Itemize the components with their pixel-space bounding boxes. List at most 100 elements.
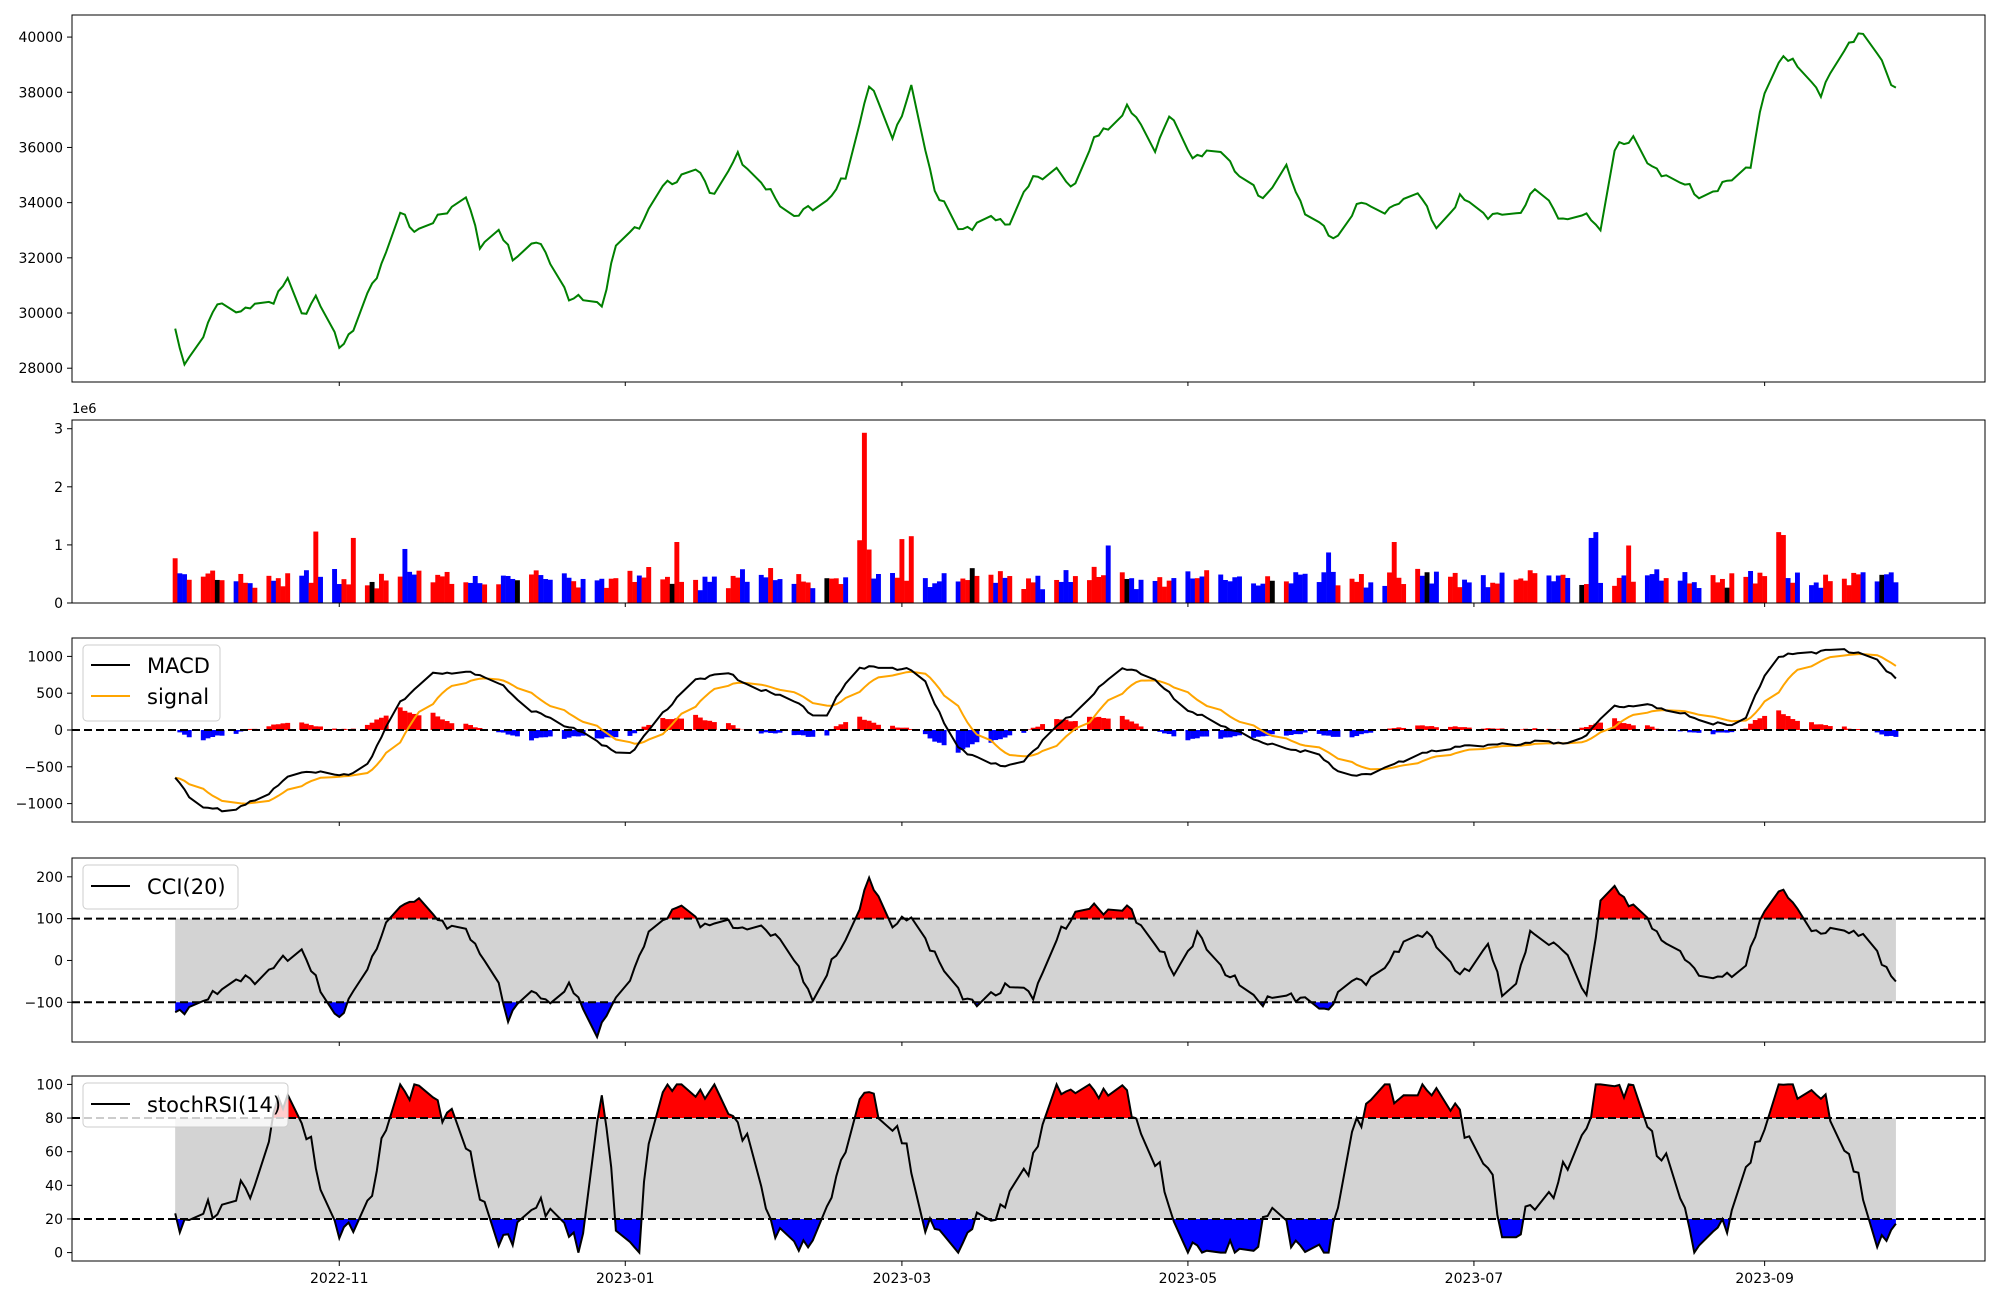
volume-bar (1415, 568, 1421, 603)
y-tick-label: 40000 (18, 30, 63, 46)
volume-bar (1499, 572, 1505, 603)
volume-bar (1588, 537, 1594, 603)
volume-bar (1752, 583, 1758, 603)
volume-bar (1518, 578, 1524, 603)
macd-histogram-bar (416, 715, 422, 730)
volume-bar (1677, 580, 1683, 603)
macd-histogram-bar (1518, 729, 1524, 730)
volume-bar (364, 585, 370, 603)
y-tick-label: 60 (45, 1145, 63, 1161)
volume-bar (702, 576, 708, 603)
macd-histogram-bar (1433, 727, 1439, 730)
cci-overbought-fill (389, 898, 437, 919)
volume-bar (955, 581, 961, 603)
volume-bar (791, 583, 797, 603)
volume-bar (1809, 585, 1814, 603)
macd-histogram-bar (1255, 730, 1261, 737)
macd-histogram-bar (932, 730, 938, 742)
x-tick-label: 2023-09 (1735, 1271, 1794, 1287)
macd-histogram-bar (1794, 720, 1800, 730)
volume-bar (974, 575, 980, 603)
volume-bar (1293, 572, 1299, 603)
macd-histogram-bar (800, 730, 806, 736)
volume-bar (308, 582, 314, 603)
macd-histogram-bar (1302, 730, 1308, 733)
volume-bar (1485, 587, 1491, 603)
volume-bar (580, 578, 586, 603)
volume-bar (561, 573, 567, 603)
macd-histogram-bar (641, 726, 647, 730)
volume-bar (1846, 585, 1852, 603)
macd-histogram-bar (1780, 714, 1786, 730)
macd-panel: −1000 −500 0 500 1000 MACD signal (16, 637, 1986, 826)
macd-histogram-bar (514, 730, 520, 737)
macd-histogram-bar (332, 728, 338, 730)
macd-histogram-bar (875, 724, 881, 730)
cci-oversold-fill (1311, 1002, 1334, 1010)
macd-histogram-bar (838, 724, 844, 730)
volume-bar (1860, 572, 1866, 603)
y-tick-label: 20 (45, 1212, 63, 1228)
macd-histogram-bar (411, 713, 417, 730)
macd-histogram-bar (1729, 730, 1735, 733)
volume-bar (533, 570, 539, 603)
volume-bar (1255, 585, 1261, 603)
macd-histogram-bar (500, 730, 506, 733)
macd-histogram-bar (955, 730, 961, 753)
volume-bar (1893, 582, 1899, 603)
y-tick-label: 100 (36, 912, 63, 928)
volume-bar (505, 575, 511, 603)
macd-histogram-bar (1054, 719, 1060, 730)
macd-histogram-bar (1199, 730, 1205, 737)
macd-histogram-bar (1424, 726, 1430, 730)
volume-bar (1654, 569, 1660, 603)
volume-bar (838, 584, 844, 603)
macd-histogram-bar (988, 730, 994, 743)
volume-panel: 1e6 0 1 2 3 (54, 402, 1986, 612)
volume-bar (496, 584, 502, 603)
volume-bar (219, 580, 225, 603)
macd-histogram-bar (1466, 727, 1472, 730)
x-tick-label: 2023-01 (596, 1271, 655, 1287)
macd-histogram-bar (1368, 730, 1374, 733)
macd-histogram-bar (871, 722, 877, 730)
volume-bar (1335, 585, 1341, 603)
macd-histogram-bar (463, 723, 469, 730)
macd-histogram-bar (1823, 725, 1829, 730)
volume-bar (1368, 582, 1374, 603)
macd-histogram-bar (843, 722, 849, 730)
volume-bar (1682, 572, 1688, 603)
volume-bar (500, 575, 506, 603)
volume-bar (632, 581, 638, 603)
macd-histogram-bar (1185, 730, 1191, 741)
y-tick-label: 0 (54, 953, 63, 969)
volume-bar (627, 570, 633, 603)
macd-histogram-bar (646, 724, 652, 730)
stochrsi-panel: 0 20 40 60 80 100 stochRSI(14) 2022-11 2023-01… (36, 1075, 1986, 1287)
volume-bar (449, 583, 455, 603)
macd-histogram-bar (308, 725, 314, 730)
macd-histogram-bar (1387, 728, 1392, 730)
macd-histogram-bar (711, 722, 717, 730)
volume-bar (594, 580, 600, 603)
macd-histogram-bar (1809, 722, 1814, 730)
macd-histogram-bar (1119, 715, 1125, 730)
volume-bar (182, 574, 187, 603)
macd-histogram-bar (768, 730, 774, 733)
volume-bar (1401, 584, 1407, 603)
macd-histogram-bar (1358, 730, 1364, 735)
stochrsi-overbought-fill (655, 1084, 735, 1118)
macd-histogram-bar (1855, 729, 1861, 730)
macd-histogram-bar (533, 730, 539, 739)
volume-bar (1555, 575, 1561, 603)
volume-bar (932, 583, 938, 603)
macd-histogram-bar (1415, 725, 1421, 730)
volume-bar (172, 558, 178, 603)
macd-histogram-bar (1401, 727, 1407, 730)
volume-bar (247, 583, 253, 603)
macd-histogram-bar (1138, 726, 1144, 730)
volume-bar (1527, 570, 1533, 603)
volume-bar (369, 581, 375, 603)
volume-bar (1326, 552, 1332, 603)
volume-bar (772, 580, 778, 603)
